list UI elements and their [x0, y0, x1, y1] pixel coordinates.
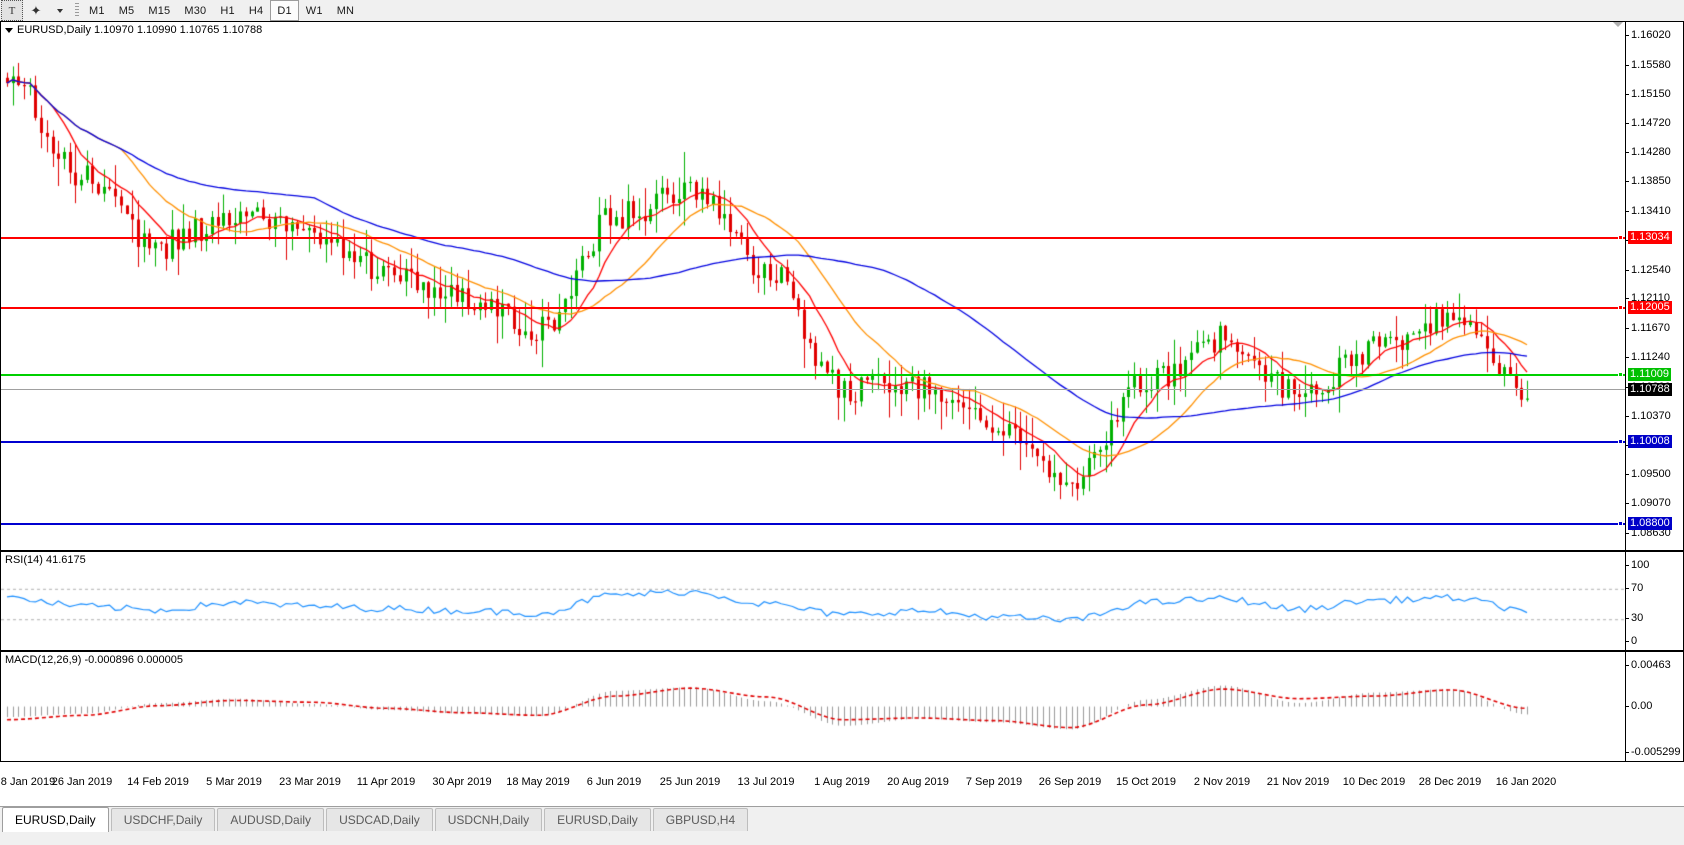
- chart-tab-6[interactable]: GBPUSD,H4: [652, 808, 749, 831]
- support-2-label[interactable]: 1.08800: [1628, 516, 1672, 530]
- macd-canvas: [1, 652, 1625, 761]
- chart-tabs: EURUSD,Daily USDCHF,Daily AUDUSD,Daily USDC…: [0, 806, 1684, 845]
- macd-tick-label: 0.00: [1631, 699, 1653, 712]
- macd-tick-label: -0.005299: [1631, 746, 1681, 758]
- line-handle[interactable]: [1618, 304, 1623, 310]
- rsi-axis[interactable]: 100 70 30 0: [1625, 552, 1683, 650]
- price-plot[interactable]: [1, 22, 1625, 550]
- date-axis-filler: [1626, 762, 1684, 806]
- price-pane-label: EURUSD,Daily 1.10970 1.10990 1.10765 1.1…: [5, 24, 262, 36]
- timeframe-h4[interactable]: H4: [248, 4, 264, 17]
- chart-tab-0[interactable]: EURUSD,Daily: [2, 807, 109, 832]
- support-1-label[interactable]: 1.10008: [1628, 435, 1672, 449]
- date-axis-label: 7 Sep 2019: [965, 776, 1023, 788]
- chart-container: EURUSD,Daily 1.10970 1.10990 1.10765 1.1…: [0, 21, 1684, 806]
- timeframe-h1[interactable]: H1: [220, 4, 235, 17]
- price-tick-label: 1.09070: [1631, 497, 1671, 510]
- price-pane[interactable]: EURUSD,Daily 1.10970 1.10990 1.10765 1.1…: [0, 21, 1684, 551]
- date-axis-label: 10 Dec 2019: [1342, 776, 1406, 788]
- rsi-tick-label: 30: [1631, 612, 1644, 625]
- date-axis-label: 16 Jan 2020: [1495, 776, 1557, 788]
- timeframe-m30[interactable]: M30: [184, 4, 207, 17]
- date-axis-label: 21 Nov 2019: [1266, 776, 1330, 788]
- toolbar-grip[interactable]: [75, 3, 79, 18]
- rsi-pane-label: RSI(14) 41.6175: [5, 554, 86, 566]
- date-axis-label: 28 Dec 2019: [1418, 776, 1482, 788]
- chart-tab-1[interactable]: USDCHF,Daily: [110, 808, 216, 831]
- text-tool-icon[interactable]: T: [1, 0, 23, 21]
- macd-tick-label: 0.00463: [1631, 659, 1671, 671]
- chart-tab-4[interactable]: USDCNH,Daily: [434, 808, 543, 831]
- price-tick-label: 1.12540: [1631, 263, 1671, 276]
- price-tick-label: 1.10370: [1631, 409, 1671, 422]
- pivot-label[interactable]: 1.11009: [1628, 367, 1671, 381]
- timeframe-mn[interactable]: MN: [336, 4, 355, 17]
- date-axis-label: 30 Apr 2019: [432, 776, 492, 788]
- macd-pane-label: MACD(12,26,9) -0.000896 0.000005: [5, 654, 183, 666]
- candlestick-canvas: [1, 22, 1625, 550]
- date-axis-label: 1 Aug 2019: [814, 776, 870, 788]
- price-tick-label: 1.11240: [1631, 351, 1670, 364]
- price-tick-label: 1.14280: [1631, 146, 1671, 159]
- date-axis-label: 15 Oct 2019: [1116, 776, 1176, 788]
- line-handle[interactable]: [1618, 371, 1623, 377]
- resistance-1-label[interactable]: 1.13034: [1628, 231, 1672, 245]
- price-tick-label: 1.15580: [1631, 58, 1671, 71]
- date-axis-label: 8 Jan 2019: [0, 776, 56, 788]
- date-axis-label: 13 Jul 2019: [737, 776, 795, 788]
- macd-pane[interactable]: MACD(12,26,9) -0.000896 0.000005 0.00463…: [0, 651, 1684, 762]
- date-axis-label: 5 Mar 2019: [206, 776, 262, 788]
- line-handle[interactable]: [1618, 439, 1623, 445]
- price-tick-label: 1.13850: [1631, 175, 1671, 188]
- date-axis-label: 26 Jan 2019: [51, 776, 113, 788]
- macd-axis[interactable]: 0.00463 0.00 -0.005299: [1625, 652, 1683, 761]
- date-axis-label: 25 Jun 2019: [659, 776, 721, 788]
- chart-tab-5[interactable]: EURUSD,Daily: [544, 808, 651, 831]
- collapse-triangle-icon[interactable]: [5, 27, 13, 33]
- timeframe-m15[interactable]: M15: [148, 4, 171, 17]
- price-tick-label: 1.11670: [1631, 322, 1670, 335]
- main-toolbar: T ✦ M1 M5 M15 M30 H1 H4 D1 W1 MN: [0, 0, 1684, 22]
- date-axis-label: 6 Jun 2019: [586, 776, 642, 788]
- rsi-tick-label: 100: [1631, 559, 1650, 571]
- price-tick-label: 1.16020: [1631, 29, 1671, 41]
- current-price-label[interactable]: 1.10788: [1628, 382, 1672, 396]
- date-axis-label: 11 Apr 2019: [356, 776, 416, 788]
- rsi-tick-label: 0: [1631, 635, 1638, 647]
- rsi-tick-label: 70: [1631, 581, 1644, 594]
- date-axis-label: 26 Sep 2019: [1038, 776, 1102, 788]
- price-tick-label: 1.09500: [1631, 468, 1671, 481]
- price-tick-label: 1.14720: [1631, 116, 1671, 129]
- rsi-pane[interactable]: RSI(14) 41.6175 100 70 30 0: [0, 551, 1684, 651]
- price-tick-label: 1.15150: [1631, 87, 1671, 100]
- timeframe-m1[interactable]: M1: [89, 4, 105, 17]
- line-handle[interactable]: [1618, 520, 1623, 526]
- line-handle[interactable]: [1618, 235, 1623, 241]
- chart-tab-3[interactable]: USDCAD,Daily: [326, 808, 433, 831]
- timeframe-w1[interactable]: W1: [305, 4, 323, 17]
- resistance-2-label[interactable]: 1.12005: [1628, 300, 1672, 314]
- date-axis-label: 20 Aug 2019: [887, 776, 949, 788]
- date-axis-label: 14 Feb 2019: [127, 776, 189, 788]
- price-tick-label: 1.13410: [1631, 204, 1671, 217]
- timeframe-m5[interactable]: M5: [118, 4, 135, 17]
- date-axis-label: 2 Nov 2019: [1193, 776, 1251, 788]
- price-tick-label: 1.08630: [1631, 527, 1671, 539]
- chevron-down-icon[interactable]: [49, 0, 71, 21]
- price-axis[interactable]: 1.16020 1.15580 1.15150 1.14720 1.14280 1.138…: [1625, 22, 1683, 550]
- date-axis-label: 23 Mar 2019: [279, 776, 341, 788]
- rsi-canvas: [1, 552, 1625, 650]
- date-axis-label: 18 May 2019: [506, 776, 570, 788]
- chart-tab-2[interactable]: AUDUSD,Daily: [217, 808, 325, 831]
- rsi-plot[interactable]: [1, 552, 1625, 650]
- indicators-icon[interactable]: ✦: [30, 2, 42, 18]
- date-axis[interactable]: 8 Jan 2019 26 Jan 2019 14 Feb 2019 5 Mar 20…: [0, 762, 1684, 806]
- macd-plot[interactable]: [1, 652, 1625, 761]
- timeframe-d1[interactable]: D1: [270, 0, 299, 21]
